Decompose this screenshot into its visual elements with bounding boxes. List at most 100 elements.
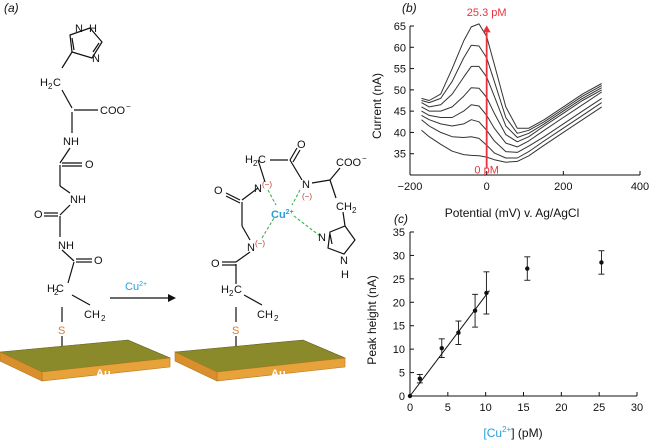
right-bond-ch2-n3 xyxy=(241,225,251,241)
right-bond-ch2-ch2 xyxy=(243,294,263,306)
chart-c-point-7 xyxy=(525,266,530,271)
chart-c-fit-line xyxy=(409,290,490,397)
right-imidazole-nh: N xyxy=(340,255,348,267)
right-n1: N xyxy=(254,183,262,195)
coord-bond-n2 xyxy=(291,189,301,206)
chart-c-y-tick-label: 20 xyxy=(393,297,405,309)
right-ch2-sub: 2 xyxy=(352,206,357,215)
left-imidazole-double-bond-2 xyxy=(92,42,100,53)
chart-b-series-line-8 xyxy=(421,23,602,129)
right-n3: N xyxy=(247,242,255,254)
chart-b-x-tick-label: 400 xyxy=(631,181,649,193)
left-o3: O xyxy=(94,255,103,267)
right-h2c-c: C xyxy=(258,154,266,166)
left-nh2: NH xyxy=(70,194,86,206)
left-bond-ch2-nh2 xyxy=(59,185,71,194)
chart-c-point-4 xyxy=(456,330,461,335)
left-coo: COO xyxy=(100,105,126,117)
right-bond-c-o2-double xyxy=(225,195,241,204)
right-imidazole-n: N xyxy=(318,232,326,244)
panel-b-label: (b) xyxy=(402,1,417,15)
left-gold-substrate: Au xyxy=(0,339,172,382)
chart-c-xlabel-prefix: [Cu xyxy=(483,426,502,440)
right-bond-n1-c xyxy=(241,187,259,201)
left-ch2a-sub: 2 xyxy=(54,288,59,297)
right-bond-n1-ch2 xyxy=(257,159,266,183)
chart-c-y-tick-label: 10 xyxy=(393,344,405,356)
chart-b-series-line-5 xyxy=(421,87,602,143)
left-ch2b: CH xyxy=(84,309,100,321)
chart-c-point-5 xyxy=(472,308,478,313)
right-imidazole-double xyxy=(329,233,333,245)
chart-c-y-tick-label: 5 xyxy=(399,368,405,380)
chart-b-series-line-4 xyxy=(421,91,602,148)
left-imidazole-n: N xyxy=(75,23,83,35)
chart-c-y-tick-label: 15 xyxy=(393,321,405,333)
chart-c-xlabel: [Cu2+] (pM) xyxy=(483,425,542,440)
copper-ion: Cu2+ xyxy=(271,209,294,221)
left-ch2b-sub: 2 xyxy=(101,314,106,323)
chart-c-ylabel: Peak height (nA) xyxy=(365,275,379,364)
right-bond-n2-ch xyxy=(311,179,331,184)
chart-c-x-tick-label: 30 xyxy=(631,402,643,414)
right-bond-ch-coo xyxy=(329,167,341,181)
chart-b-annotation-top: 25.3 pM xyxy=(467,7,507,19)
left-bond-ring-ch2 xyxy=(61,51,73,69)
right-n2-charge: (−) xyxy=(302,192,312,201)
chart-c-y-tick-label: 35 xyxy=(393,227,405,239)
right-n3-charge: (−) xyxy=(255,239,265,248)
chart-c: (c) 0 5 10 15 20 25 30 0 5 10 15 20 25 30 35 [Cu2+] (p… xyxy=(365,212,643,440)
right-bond-n3-c xyxy=(235,251,251,263)
left-molecule-labels: N H N H 2 C COO − NH O NH O NH O C H 2 C… xyxy=(34,23,131,337)
chart-c-x-tick-label: 0 xyxy=(407,402,413,414)
left-gold-side xyxy=(0,351,43,382)
chart-b-y-tick-label: 35 xyxy=(394,149,406,161)
chart-b-arrow-head xyxy=(482,25,491,33)
chart-c-x-tick-label: 5 xyxy=(445,402,451,414)
chart-b-annotations: 25.3 pM 0 pM xyxy=(467,7,507,177)
right-bond-c-n2 xyxy=(289,159,303,181)
chart-c-xlabel-sup: 2+ xyxy=(502,425,511,434)
chart-b-y-tick-label: 65 xyxy=(394,21,406,33)
chart-b-x-tick-label: −200 xyxy=(398,181,423,193)
right-n2: N xyxy=(302,179,310,191)
reaction-arrow: Cu2+ xyxy=(110,281,176,302)
chart-b-series-line-3 xyxy=(421,97,602,153)
chart-c-x-tick-label: 20 xyxy=(555,402,567,414)
right-n1-charge: (−) xyxy=(262,180,272,189)
chart-b-annotation-bottom: 0 pM xyxy=(474,165,498,177)
coord-bond-n1 xyxy=(267,189,277,206)
right-imidazole-ring xyxy=(327,225,356,255)
right-molecule-labels: Cu2+ N (−) N (−) N (−) O O O H 2 C COO −… xyxy=(211,139,367,337)
chart-c-axes: 0 5 10 15 20 25 30 0 5 10 15 20 25 30 35 xyxy=(393,227,643,414)
chart-b-axes: −200 0 200 400 35 40 45 50 55 60 65 xyxy=(394,21,649,193)
right-o3: O xyxy=(211,258,220,270)
right-bond-ch2-ring xyxy=(342,211,346,227)
chart-c-x-tick-label: 25 xyxy=(593,402,605,414)
right-h2c-bottom-sub: 2 xyxy=(229,289,234,298)
chart-c-point-2 xyxy=(417,376,423,381)
right-o2: O xyxy=(214,185,223,197)
left-coo-charge: − xyxy=(126,102,131,111)
reaction-reagent: Cu2+ xyxy=(125,281,147,293)
left-ch2-c: C xyxy=(53,77,61,89)
coordination-bonds xyxy=(261,189,321,239)
right-ch2-bottom: CH xyxy=(257,309,273,321)
left-sulfur: S xyxy=(58,325,65,337)
chart-b-y-tick-label: 40 xyxy=(394,127,406,139)
chart-b-y-tick-label: 55 xyxy=(394,64,406,76)
chart-b-series-line-2 xyxy=(421,102,602,159)
left-nh3: NH xyxy=(58,240,74,252)
panel-a-label: (a) xyxy=(4,1,19,15)
left-imidazole-n2: N xyxy=(92,53,100,65)
right-gold-substrate: Au xyxy=(173,339,347,382)
chart-c-point-3 xyxy=(439,346,444,351)
chart-c-x-tick-label: 10 xyxy=(480,402,492,414)
right-bond-c-o xyxy=(289,147,298,161)
right-molecule xyxy=(222,147,356,352)
right-coo: COO xyxy=(336,157,362,169)
chart-b: (b) −200 0 200 400 35 40 45 50 55 60 65 25.3 pM 0 p… xyxy=(370,1,649,220)
chart-b-series-line-1 xyxy=(421,106,602,163)
